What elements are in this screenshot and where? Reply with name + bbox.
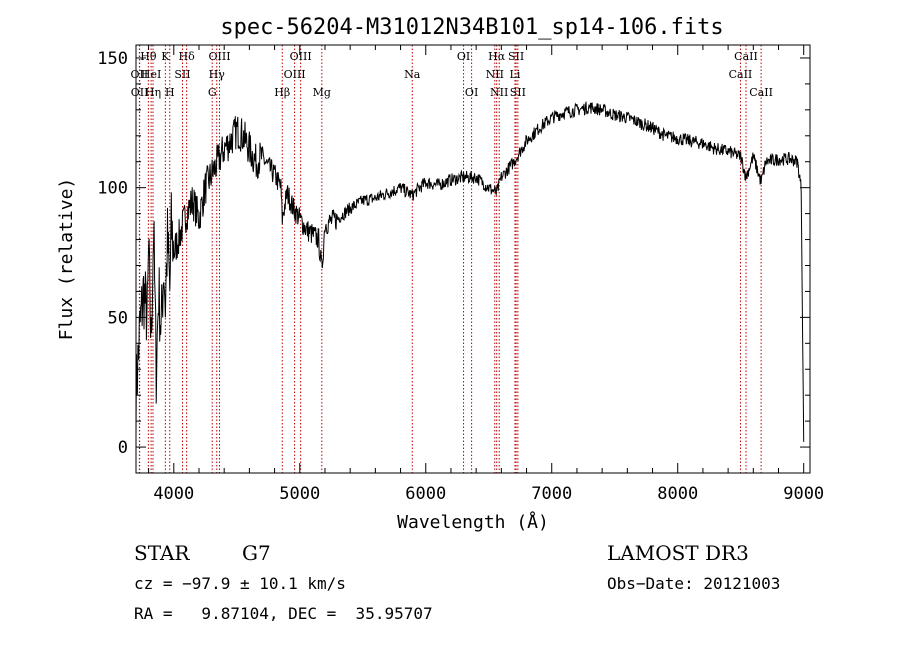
spectral-line-labels: OII OII Hθ HeI Hη K SII H Hδ OIII Hγ G Hβ OIII OIII Mg N… <box>131 50 773 99</box>
line-label-6: SII <box>174 68 190 81</box>
line-label-27: CaII <box>749 86 773 99</box>
y-axis-label: Flux (relative) <box>56 178 77 341</box>
line-label-16: Na <box>404 68 421 81</box>
line-label-15: Mg <box>313 86 331 99</box>
x-tick-label-3: 7000 <box>531 484 572 504</box>
line-label-10: Hγ <box>209 68 226 81</box>
line-label-22: SII <box>508 50 524 63</box>
x-tick-label-1: 5000 <box>279 484 320 504</box>
redshift-cz: cz = −97.9 ± 10.1 km/s <box>134 574 346 593</box>
line-label-12: Hβ <box>274 86 290 99</box>
survey-name: LAMOST DR3 <box>607 541 749 565</box>
line-label-1: OII <box>131 86 149 99</box>
y-tick-label-2: 100 <box>97 179 128 199</box>
line-label-13: OIII <box>290 50 312 63</box>
chart-title: spec-56204-M31012N34B101_sp14-106.fits <box>220 15 723 40</box>
line-label-11: G <box>208 86 217 99</box>
y-axis-ticks: 0 50 100 150 <box>97 49 810 458</box>
line-label-24: SII <box>510 86 526 99</box>
line-label-17: OI <box>457 50 470 63</box>
line-label-7: H <box>165 86 175 99</box>
line-label-0: OII <box>131 68 149 81</box>
line-label-4: Hη <box>145 86 161 99</box>
line-label-19: Hα <box>488 50 506 63</box>
line-label-5: K <box>161 50 170 63</box>
spectral-line-markers <box>138 45 762 473</box>
line-label-20: NII <box>486 68 504 81</box>
line-label-8: Hδ <box>179 50 196 63</box>
line-label-18: OI <box>465 86 478 99</box>
plot-frame <box>135 44 811 474</box>
line-label-21: NII <box>490 86 508 99</box>
line-label-3: HeI <box>141 68 161 81</box>
object-class: STAR <box>134 541 190 565</box>
x-axis-label: Wavelength (Å) <box>397 511 549 533</box>
line-label-2: Hθ <box>140 50 157 63</box>
y-tick-label-3: 150 <box>97 49 128 69</box>
x-tick-label-5: 9000 <box>783 484 824 504</box>
coordinates: RA = 9.87104, DEC = 35.95707 <box>134 604 433 623</box>
line-label-25: CaII <box>734 50 758 63</box>
x-axis-ticks: 4000 5000 6000 7000 8000 9000 <box>148 45 824 504</box>
line-label-14: OIII <box>284 68 306 81</box>
y-tick-label-1: 50 <box>108 308 128 328</box>
line-label-26: CaII <box>729 68 753 81</box>
subclass: G7 <box>242 541 271 565</box>
flux-series-line <box>135 101 805 442</box>
line-label-9: OIII <box>208 50 230 63</box>
line-label-23: Li <box>510 68 521 81</box>
x-tick-label-4: 8000 <box>657 484 698 504</box>
x-tick-label-0: 4000 <box>153 484 194 504</box>
x-tick-label-2: 6000 <box>405 484 446 504</box>
y-tick-label-0: 0 <box>118 438 128 458</box>
observation-date: Obs−Date: 20121003 <box>607 574 780 593</box>
